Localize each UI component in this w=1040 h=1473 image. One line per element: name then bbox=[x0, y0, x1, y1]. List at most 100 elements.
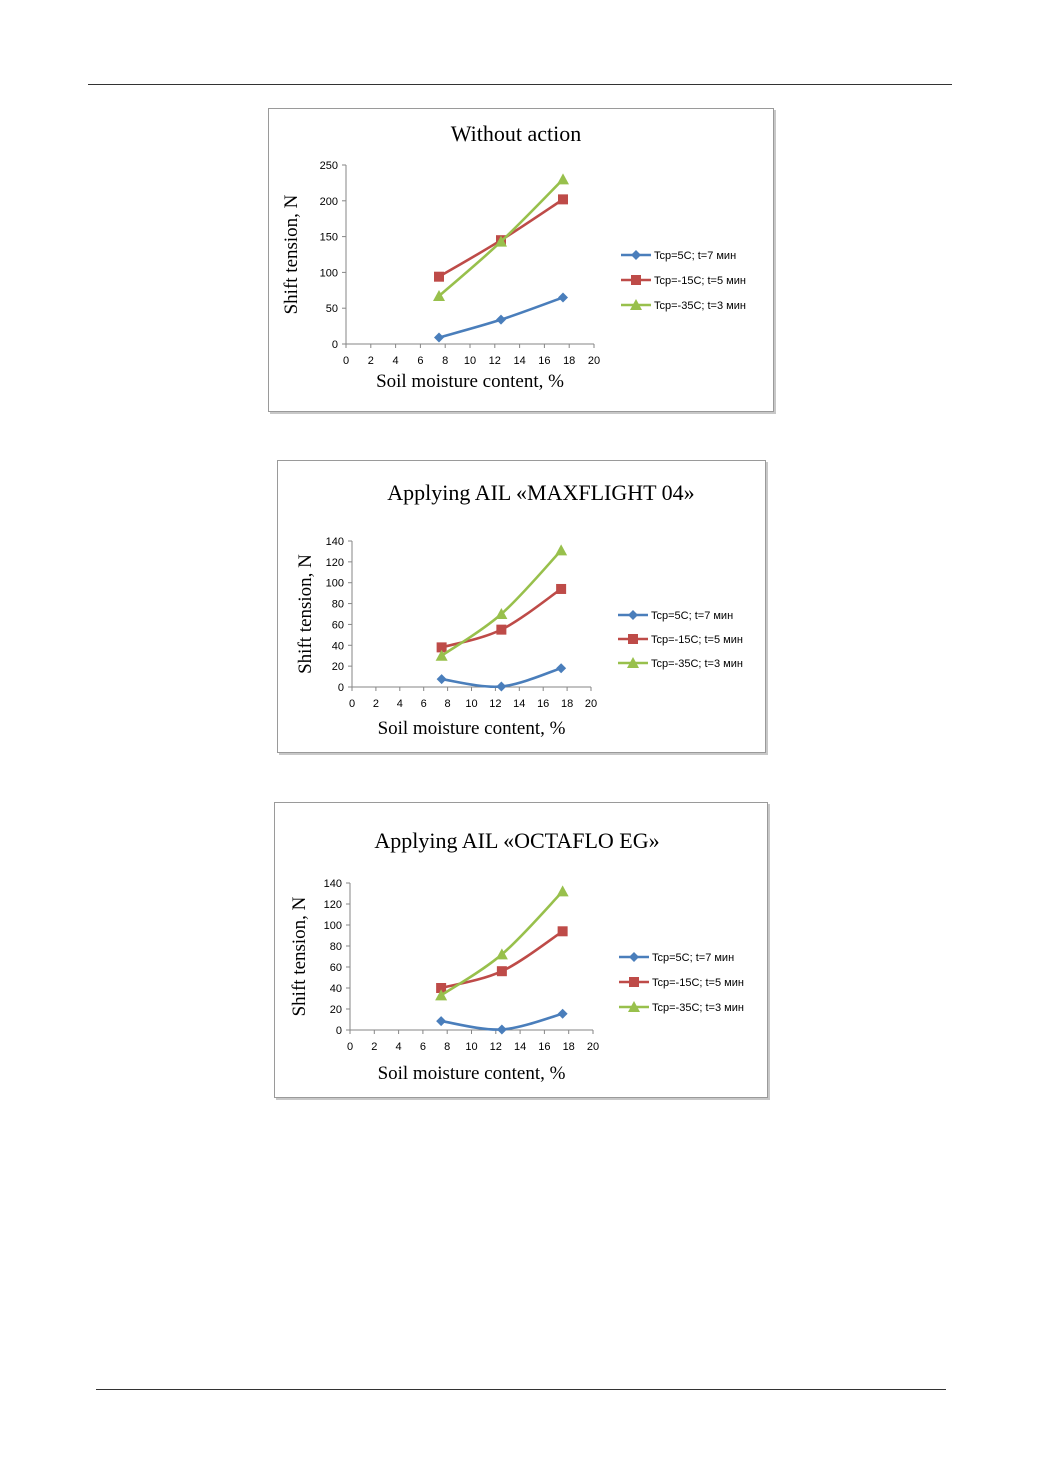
series-3 bbox=[435, 544, 568, 661]
y-tick-label: 20 bbox=[332, 661, 344, 673]
legend-label: Tcp=-35C; t=3 мин bbox=[654, 300, 746, 312]
legend-item: Tcp=5C; t=7 мин bbox=[619, 952, 734, 964]
legend-item: Tcp=-15C; t=5 мин bbox=[621, 275, 746, 287]
y-tick-label: 50 bbox=[326, 303, 338, 315]
x-tick-label: 6 bbox=[421, 698, 427, 710]
x-tick-label: 2 bbox=[373, 698, 379, 710]
legend-marker bbox=[629, 977, 639, 987]
data-point bbox=[496, 966, 507, 977]
x-tick-label: 12 bbox=[489, 355, 501, 367]
x-tick-label: 16 bbox=[537, 698, 549, 710]
data-point bbox=[436, 1016, 447, 1027]
y-tick-label: 140 bbox=[326, 536, 344, 548]
y-tick-label: 200 bbox=[320, 196, 338, 208]
x-axis-label: Soil moisture content, % bbox=[378, 718, 566, 739]
x-tick-label: 0 bbox=[347, 1041, 353, 1053]
y-tick-label: 100 bbox=[324, 920, 342, 932]
x-tick-label: 6 bbox=[420, 1041, 426, 1053]
legend-item: Tcp=5C; t=7 мин bbox=[621, 250, 736, 262]
series-2 bbox=[436, 583, 567, 653]
data-point bbox=[436, 642, 447, 653]
x-tick-label: 8 bbox=[445, 698, 451, 710]
legend-label: Tcp=5C; t=7 мин bbox=[651, 610, 733, 622]
chart-octaflo: Applying AIL «OCTAFLO EG» 0 20 40 60 80 100 120… bbox=[274, 802, 768, 1098]
data-point bbox=[557, 926, 568, 937]
legend-label: Tcp=-15C; t=5 мин bbox=[654, 275, 746, 287]
chart-title: Without action bbox=[451, 121, 581, 146]
series-3 bbox=[433, 173, 569, 302]
bottom-rule bbox=[96, 1389, 946, 1390]
y-axis-label: Shift tension, N bbox=[281, 194, 302, 314]
legend-marker bbox=[631, 275, 641, 285]
x-tick-label: 20 bbox=[585, 698, 597, 710]
data-point bbox=[555, 544, 568, 556]
y-tick-label: 140 bbox=[324, 878, 342, 890]
x-tick-label: 10 bbox=[465, 698, 477, 710]
x-tick-label: 4 bbox=[393, 355, 399, 367]
legend-marker bbox=[630, 299, 642, 310]
legend-marker bbox=[629, 952, 639, 962]
data-point bbox=[495, 948, 508, 960]
chart-svg: Applying AIL «OCTAFLO EG» 0 20 40 60 80 100 120… bbox=[289, 828, 744, 1084]
x-tick-label: 20 bbox=[587, 1041, 599, 1053]
x-tick-label: 14 bbox=[513, 698, 525, 710]
y-tick-label: 40 bbox=[330, 983, 342, 995]
legend-marker bbox=[628, 610, 638, 620]
series-3 bbox=[435, 885, 569, 1001]
y-tick-label: 80 bbox=[332, 599, 344, 611]
data-point bbox=[496, 1024, 507, 1035]
x-tick-label: 18 bbox=[563, 355, 575, 367]
y-tick-label: 80 bbox=[330, 941, 342, 953]
chart-svg: Without action 0 50 100 150 200 250 0 2 4 6 8 10 12 14… bbox=[281, 121, 746, 392]
legend-label: Tcp=5C; t=7 мин bbox=[654, 250, 736, 262]
data-point bbox=[556, 663, 567, 674]
x-tick-label: 8 bbox=[444, 1041, 450, 1053]
x-tick-label: 6 bbox=[417, 355, 423, 367]
data-point bbox=[496, 314, 506, 325]
top-rule bbox=[88, 84, 952, 85]
legend-item: Tcp=-35C; t=3 мин bbox=[621, 299, 746, 312]
x-tick-label: 0 bbox=[343, 355, 349, 367]
chart-title: Applying AIL «OCTAFLO EG» bbox=[374, 828, 659, 853]
chart-title: Applying AIL «MAXFLIGHT 04» bbox=[387, 480, 694, 505]
legend-item: Tcp=-15C; t=5 мин bbox=[618, 634, 743, 646]
y-tick-label: 250 bbox=[320, 160, 338, 172]
y-tick-label: 120 bbox=[326, 557, 344, 569]
data-point bbox=[436, 983, 447, 993]
chart-svg: Applying AIL «MAXFLIGHT 04»0204060801001… bbox=[295, 480, 743, 739]
data-point bbox=[556, 885, 569, 897]
legend-item: Tcp=-35C; t=3 мин bbox=[619, 1001, 744, 1014]
legend-item: Tcp=5C; t=7 мин bbox=[618, 610, 733, 622]
series-2 bbox=[436, 926, 568, 993]
legend-marker bbox=[631, 250, 641, 260]
series-line bbox=[440, 930, 564, 990]
x-tick-label: 8 bbox=[442, 355, 448, 367]
x-tick-label: 10 bbox=[465, 1041, 477, 1053]
data-point bbox=[558, 194, 568, 205]
x-tick-label: 4 bbox=[397, 698, 403, 710]
data-point bbox=[433, 290, 445, 302]
x-tick-label: 4 bbox=[396, 1041, 402, 1053]
y-tick-label: 150 bbox=[320, 232, 338, 244]
legend-item: Tcp=-35C; t=3 мин bbox=[618, 657, 743, 670]
y-tick-label: 120 bbox=[324, 899, 342, 911]
legend-marker bbox=[627, 657, 639, 668]
y-tick-label: 0 bbox=[332, 339, 338, 351]
x-tick-label: 2 bbox=[371, 1041, 377, 1053]
legend-label: Tcp=-15C; t=5 мин bbox=[651, 634, 743, 646]
x-tick-label: 12 bbox=[489, 698, 501, 710]
x-tick-label: 10 bbox=[464, 355, 476, 367]
legend-label: Tcp=-35C; t=3 мин bbox=[652, 1002, 744, 1014]
x-tick-label: 16 bbox=[538, 355, 550, 367]
chart-maxflight: Applying AIL «MAXFLIGHT 04» 0 20 40 60 80 100 1… bbox=[277, 460, 766, 753]
y-tick-label: 60 bbox=[332, 619, 344, 631]
y-tick-label: 60 bbox=[330, 962, 342, 974]
legend-marker bbox=[628, 634, 638, 644]
y-axis-label: Shift tension, N bbox=[295, 554, 316, 674]
x-tick-label: 12 bbox=[490, 1041, 502, 1053]
data-point bbox=[495, 608, 508, 619]
x-tick-label: 20 bbox=[588, 355, 600, 367]
legend-label: Tcp=5C; t=7 мин bbox=[652, 952, 734, 964]
chart-without-action: Without action 0 50 100 150 200 250 0 2 4 6 8 10 12 14… bbox=[268, 108, 774, 412]
y-tick-label: 0 bbox=[338, 682, 344, 694]
